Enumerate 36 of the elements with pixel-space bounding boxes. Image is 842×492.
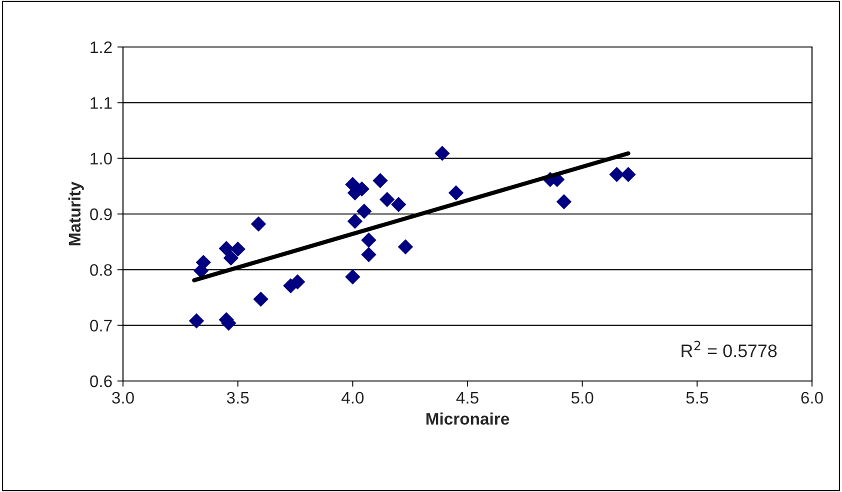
point	[620, 166, 636, 182]
y-tick-label: 1.1	[90, 97, 112, 109]
y-tick-label: 0.9	[90, 208, 112, 220]
point	[230, 241, 246, 257]
point	[253, 292, 268, 307]
point	[380, 192, 395, 208]
point	[609, 166, 624, 182]
y-tick-label: 0.8	[90, 264, 112, 276]
x-tick-label: 3.0	[112, 392, 134, 404]
y-axis-title: Maturity	[68, 182, 84, 246]
x-tick-label: 3.5	[226, 392, 249, 404]
point	[556, 194, 572, 210]
point	[448, 185, 464, 200]
point	[372, 172, 388, 188]
x-tick-label: 6.0	[801, 392, 823, 404]
point	[356, 204, 372, 219]
y-tick-label: 1.2	[90, 41, 112, 54]
x-tick-label: 4.5	[456, 392, 478, 404]
y-tick-label: 0.6	[90, 375, 112, 388]
point	[361, 232, 376, 248]
point	[347, 214, 363, 229]
y-tick-label: 1.0	[90, 152, 112, 165]
y-tick-label: 0.7	[90, 320, 112, 332]
point	[250, 216, 266, 232]
point	[398, 239, 414, 254]
point	[188, 313, 204, 328]
point	[345, 269, 360, 285]
point	[434, 146, 450, 161]
x-tick-label: 5.0	[571, 392, 594, 404]
x-tick-label: 4.0	[341, 392, 364, 404]
x-tick-label: 5.5	[686, 392, 708, 404]
point	[390, 196, 406, 212]
x-axis-title: Micronaire	[426, 412, 510, 425]
annotation: R$^{2}$ = 0.5778	[682, 340, 777, 358]
point	[223, 250, 239, 266]
point	[361, 247, 376, 262]
